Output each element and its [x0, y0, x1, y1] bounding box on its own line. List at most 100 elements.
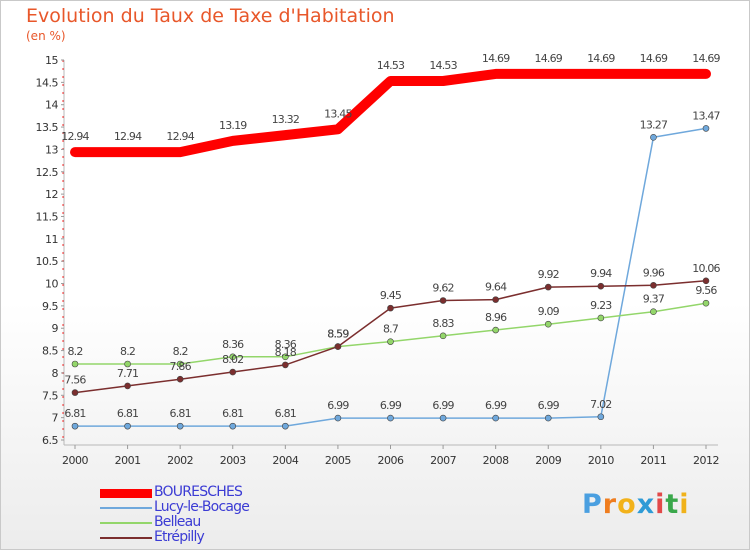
data-label: 14.69: [535, 52, 563, 65]
x-tick-label: 2002: [167, 454, 193, 467]
data-point: [650, 282, 657, 289]
data-point: [387, 414, 394, 422]
data-label: 9.62: [432, 282, 453, 295]
x-tick-label: 2011: [640, 454, 666, 467]
data-label: 12.94: [61, 130, 89, 143]
y-tick-label: 9.5: [42, 300, 58, 313]
data-label: 9.64: [485, 281, 507, 294]
legend-label-belleau: Belleau: [154, 514, 201, 530]
data-label: 6.81: [222, 407, 243, 420]
legend-label-bouresches: BOURESCHES: [154, 484, 243, 500]
data-label: 6.81: [117, 407, 138, 420]
legend-label-etrepilly: Etrépilly: [154, 529, 205, 545]
x-tick-label: 2001: [115, 454, 141, 467]
data-point: [229, 422, 237, 430]
data-point: [492, 414, 499, 422]
x-tick-label: 2003: [220, 454, 246, 467]
data-label: 13.32: [272, 113, 300, 126]
data-label: 9.45: [380, 289, 402, 302]
data-label: 6.99: [327, 399, 349, 412]
y-tick-label: 10.5: [36, 255, 59, 268]
data-label: 7.02: [590, 398, 611, 411]
data-label: 6.81: [170, 407, 191, 420]
data-point: [544, 414, 552, 422]
data-point: [597, 413, 605, 421]
data-label: 9.37: [643, 293, 665, 306]
data-label: 8.36: [222, 338, 244, 351]
logo-letter: t: [665, 489, 680, 520]
y-tick-label: 15: [45, 54, 58, 67]
unit-label: (en %): [26, 29, 66, 43]
data-label: 14.53: [429, 59, 457, 72]
data-point: [702, 299, 710, 307]
data-point: [229, 368, 237, 376]
data-label: 6.99: [485, 399, 507, 412]
data-point: [176, 360, 184, 368]
legend-swatch-lucy-le-bocage: [100, 507, 152, 509]
y-tick-label: 14.5: [36, 76, 59, 89]
data-label: 8.36: [275, 338, 297, 351]
data-label: 8.2: [67, 345, 82, 358]
data-label: 8.02: [222, 353, 243, 366]
data-point: [650, 308, 657, 315]
x-tick-label: 2004: [272, 454, 298, 467]
data-label: 14.69: [640, 52, 668, 65]
y-tick-label: 11.5: [36, 210, 59, 223]
data-label: 6.81: [64, 407, 85, 420]
logo-letter: o: [617, 489, 637, 520]
x-tick-label: 2010: [588, 454, 614, 467]
axes: 6.577.588.599.51010.51111.51212.51313.51…: [36, 54, 720, 467]
data-point: [282, 361, 289, 369]
data-label: 7.71: [117, 367, 138, 380]
series-lines: [70, 68, 711, 427]
x-tick-label: 2005: [325, 454, 351, 467]
series-line-0: [70, 68, 711, 158]
data-label: 8.18: [275, 346, 297, 359]
data-point: [544, 283, 552, 291]
series-points: [71, 125, 710, 430]
data-point: [387, 304, 394, 312]
data-label: 9.92: [538, 268, 559, 281]
data-label: 8.2: [173, 345, 188, 358]
data-point: [71, 422, 79, 430]
y-tick-label: 13.5: [36, 121, 59, 134]
data-label: 8.7: [383, 323, 399, 336]
data-label: 9.96: [643, 266, 665, 279]
series-labels: 6.81 6.81 6.81 6.81 6.81 6.99 6.99 6.99 6.99 6.99…: [61, 52, 721, 420]
proxiti-logo: Proxiti: [582, 489, 690, 520]
logo-letter: r: [602, 489, 618, 520]
data-label: 12.94: [114, 130, 142, 143]
data-point: [124, 360, 131, 368]
data-point: [229, 353, 237, 361]
data-label: 6.99: [380, 399, 402, 412]
y-tick-label: 9: [52, 322, 59, 335]
data-label: 9.94: [590, 267, 612, 280]
logo-letter: i: [679, 489, 690, 520]
data-point: [282, 353, 289, 361]
data-point: [702, 125, 710, 132]
data-label: 13.19: [219, 119, 247, 132]
x-tick-label: 2007: [430, 454, 456, 467]
data-label: 8.96: [485, 311, 507, 324]
data-label: 7.86: [170, 360, 192, 373]
x-tick-label: 2006: [378, 454, 404, 467]
y-tick-label: 7: [52, 412, 59, 425]
data-point: [597, 282, 605, 290]
y-tick-label: 6.5: [42, 434, 58, 447]
y-tick-label: 8: [52, 367, 59, 380]
data-label: 13.47: [692, 109, 720, 122]
legend-label-lucy-le-bocage: Lucy-le-Bocage: [154, 499, 250, 515]
data-label: 6.99: [432, 399, 454, 412]
data-label: 8.59: [327, 328, 349, 341]
data-label: 9.09: [538, 305, 560, 318]
y-tick-label: 12: [45, 188, 58, 201]
data-label: 6.81: [275, 407, 296, 420]
y-tick-label: 7.5: [42, 389, 58, 402]
data-point: [176, 375, 184, 383]
chart-title: Evolution du Taux de Taxe d'Habitation: [26, 5, 395, 27]
data-label: 8.59: [327, 328, 349, 341]
y-tick-label: 11: [45, 233, 58, 246]
data-point: [71, 360, 79, 368]
data-label: 14.69: [692, 52, 720, 65]
data-label: 13.45: [324, 107, 352, 120]
